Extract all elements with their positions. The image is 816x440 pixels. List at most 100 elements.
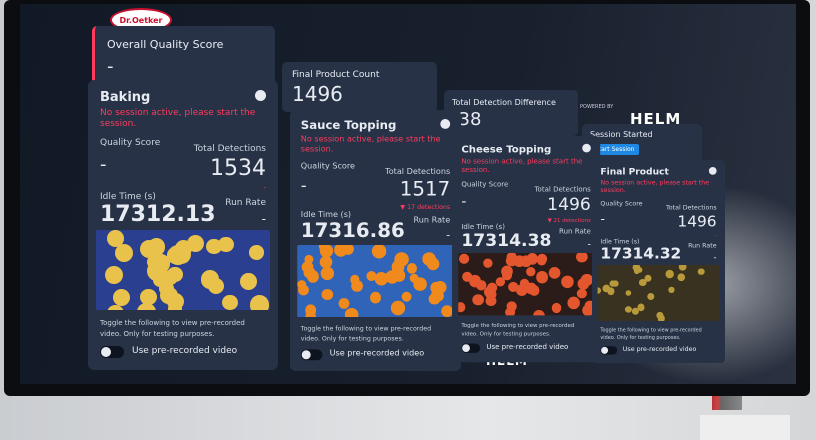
product-disc: [147, 254, 162, 269]
product-disc: [441, 305, 454, 317]
detections-value: 1517: [399, 178, 451, 201]
start-session-button[interactable]: Start Session: [590, 144, 640, 155]
product-disc: [390, 301, 406, 316]
detections-delta: -: [263, 184, 266, 192]
final-count-title: Final Product Count: [292, 70, 380, 80]
idle-value: 17314.38: [461, 231, 552, 251]
detections-label: Total Detections: [193, 144, 266, 154]
toggle-switch[interactable]: [300, 349, 323, 361]
camera-feed: [96, 230, 270, 310]
toggle-switch[interactable]: [600, 346, 618, 355]
product-disc: [393, 269, 406, 282]
product-disc: [612, 280, 619, 287]
quality-label: Quality Score: [461, 181, 509, 190]
product-disc: [374, 271, 389, 286]
product-disc: [508, 281, 519, 292]
product-disc: [520, 255, 532, 268]
product-disc: [338, 298, 350, 309]
run-rate-label: Run Rate: [688, 242, 717, 250]
product-disc: [318, 245, 329, 252]
product-disc: [472, 294, 484, 306]
toggle-switch[interactable]: [100, 346, 124, 358]
product-disc: [249, 245, 264, 260]
session-panel: Session Started Start Session: [582, 124, 702, 166]
product-disc: [428, 293, 440, 305]
station-name: Final Product: [600, 167, 669, 178]
run-rate-label: Run Rate: [559, 228, 591, 236]
toggle-text: Toggle the following to view pre-recorde…: [461, 322, 575, 338]
product-disc: [153, 272, 168, 287]
final-count-value: 1496: [292, 82, 343, 106]
product-disc: [200, 270, 220, 289]
product-disc: [422, 251, 437, 266]
product-disc: [304, 254, 314, 265]
product-disc: [636, 266, 643, 273]
run-rate-value: -: [713, 252, 717, 263]
product-disc: [107, 230, 125, 247]
station-card: Cheese Topping No session active, please …: [452, 136, 601, 363]
warning: No session active, please start the sess…: [100, 108, 256, 129]
product-disc: [369, 291, 381, 304]
product-disc: [607, 287, 615, 296]
product-disc: [406, 263, 418, 274]
product-disc: [166, 247, 184, 264]
detections-value: 1496: [677, 213, 717, 231]
difference-title: Total Detection Difference: [452, 98, 556, 107]
product-disc: [350, 275, 360, 285]
product-disc: [483, 258, 493, 268]
wall-box: [700, 415, 790, 440]
product-disc: [475, 280, 487, 291]
toggle-label: Use pre-recorded video: [329, 349, 425, 359]
run-rate-value: -: [261, 212, 266, 226]
run-rate-value: -: [587, 238, 591, 250]
toggle-switch[interactable]: [461, 343, 481, 353]
product-disc: [548, 267, 561, 279]
info-icon: [255, 90, 266, 101]
product-disc: [222, 294, 238, 310]
product-disc: [105, 265, 123, 284]
product-disc: [249, 294, 270, 310]
toggle-label: Use pre-recorded video: [132, 346, 238, 356]
station-card: Baking No session active, please start th…: [88, 80, 278, 370]
run-rate-value: -: [446, 228, 451, 242]
product-disc: [533, 310, 545, 316]
product-disc: [148, 238, 166, 256]
quality-value: -: [600, 211, 605, 227]
product-disc: [665, 270, 674, 279]
product-disc: [577, 277, 590, 290]
idle-label: Idle Time (s): [600, 238, 640, 246]
warning: No session active, please start the sess…: [600, 179, 710, 195]
product-disc: [505, 307, 516, 316]
product-disc: [602, 284, 611, 293]
tv: Dr.Oetker Overall Quality Score - Final …: [4, 0, 810, 396]
detections-delta: -: [714, 232, 717, 239]
quality-value: -: [300, 176, 307, 196]
dashboard: Dr.Oetker Overall Quality Score - Final …: [20, 4, 796, 384]
product-disc: [506, 301, 517, 312]
product-disc: [656, 312, 664, 319]
toggle-label: Use pre-recorded video: [622, 346, 697, 354]
warning: No session active, please start the sess…: [461, 157, 583, 175]
product-disc: [409, 273, 419, 283]
product-disc: [319, 255, 333, 269]
info-icon: [440, 119, 451, 129]
run-rate-label: Run Rate: [225, 198, 266, 208]
detections-value: 1534: [210, 156, 266, 181]
product-disc: [551, 302, 562, 313]
final-count-panel: Final Product Count 1496: [282, 62, 437, 112]
product-disc: [576, 253, 588, 263]
product-disc: [582, 304, 594, 316]
product-disc: [341, 245, 354, 255]
powered-brand: HELM: [630, 110, 682, 128]
quality-label: Quality Score: [100, 138, 161, 148]
product-disc: [535, 270, 549, 284]
product-disc: [394, 252, 409, 267]
product-disc: [697, 268, 705, 276]
product-disc: [345, 308, 359, 317]
product-disc: [677, 273, 686, 282]
product-disc: [624, 305, 632, 313]
product-disc: [306, 270, 320, 283]
product-disc: [218, 236, 234, 252]
product-disc: [525, 282, 537, 295]
camera-feed: [597, 265, 720, 321]
